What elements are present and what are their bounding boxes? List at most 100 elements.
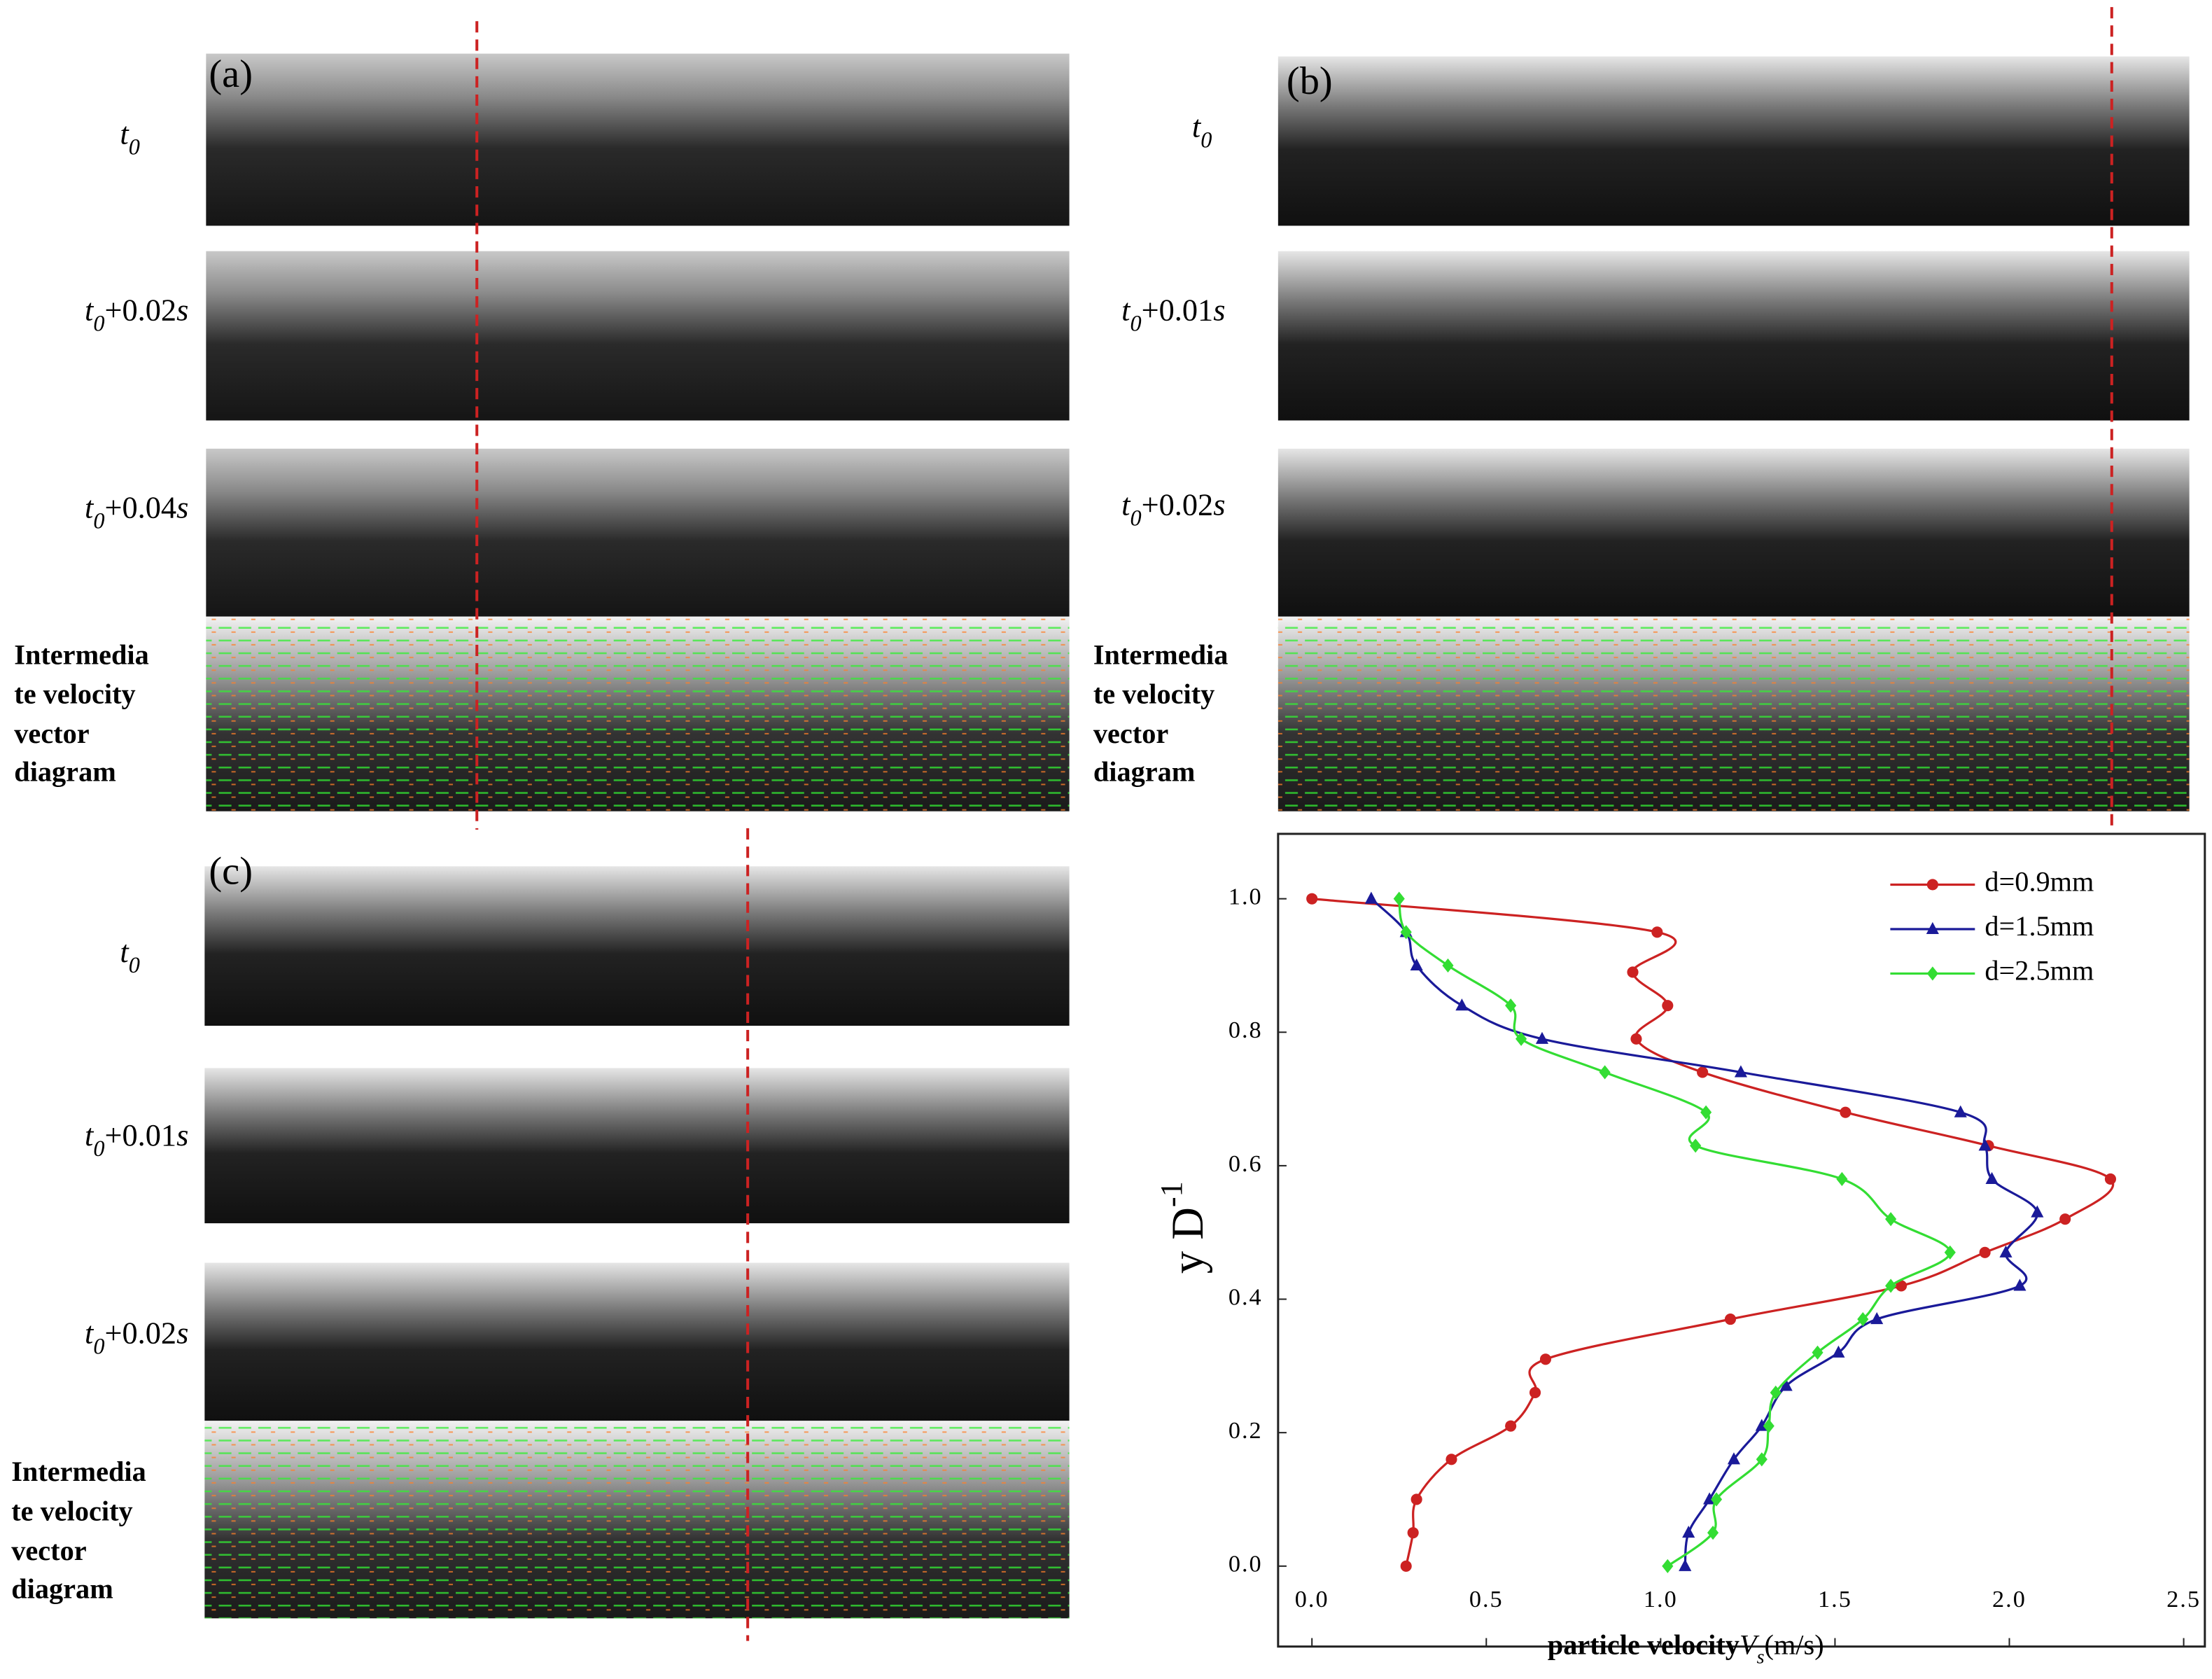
point bbox=[1812, 1345, 1823, 1360]
panel-label: (a) bbox=[209, 53, 253, 96]
time-label-part: 0 bbox=[93, 1334, 104, 1359]
time-label-part: +0.02 bbox=[1142, 487, 1214, 522]
point bbox=[1832, 1345, 1845, 1358]
point bbox=[1306, 893, 1318, 905]
point bbox=[1446, 1454, 1457, 1465]
photo bbox=[204, 1262, 1070, 1421]
series-line bbox=[1312, 898, 2115, 1567]
point bbox=[1710, 1492, 1723, 1507]
point bbox=[1455, 998, 1469, 1011]
point bbox=[1770, 1385, 1782, 1400]
point bbox=[1756, 1452, 1768, 1467]
point bbox=[1978, 1138, 1991, 1151]
time-label-part: t bbox=[120, 116, 130, 151]
time-label: t0+0.02s bbox=[1121, 487, 1225, 531]
photo bbox=[1278, 251, 2190, 421]
x-axis-label-part: s bbox=[1757, 1647, 1765, 1668]
photo bbox=[206, 53, 1070, 226]
point bbox=[1442, 958, 1454, 973]
point bbox=[1364, 891, 1378, 904]
vector-label: te velocity bbox=[14, 678, 135, 710]
point bbox=[2104, 1173, 2117, 1185]
point bbox=[1857, 1312, 1869, 1327]
time-label: t0+0.02s bbox=[85, 293, 188, 336]
vector-label: vector bbox=[11, 1535, 86, 1566]
time-label-part: 0 bbox=[129, 953, 140, 978]
point bbox=[1954, 1105, 1967, 1117]
x-axis-label-part: particle velocity bbox=[1548, 1629, 1740, 1661]
time-label-part: +0.04 bbox=[105, 490, 177, 525]
point bbox=[1627, 966, 1639, 978]
series-line bbox=[1370, 898, 2038, 1566]
point bbox=[1700, 1105, 1712, 1120]
time-label-part: s bbox=[176, 293, 188, 328]
point bbox=[1779, 1379, 1793, 1391]
point bbox=[1393, 891, 1405, 906]
legend-label: d=0.9mm bbox=[1984, 866, 2094, 898]
time-label-part: 0 bbox=[1200, 127, 1212, 153]
plot-frame bbox=[1277, 832, 2206, 1648]
x-tick-label: 2.5 bbox=[2166, 1586, 2201, 1612]
point bbox=[1707, 1526, 1719, 1540]
point bbox=[1999, 1245, 2012, 1257]
y-axis-label-part: -1 bbox=[1154, 1181, 1189, 1207]
point bbox=[1516, 1031, 1527, 1046]
point bbox=[1944, 1245, 1956, 1260]
panel-label: (b) bbox=[1287, 60, 1333, 103]
point bbox=[1662, 1000, 1674, 1012]
x-tick-label: 0.5 bbox=[1469, 1586, 1504, 1612]
time-label-part: t bbox=[85, 1315, 94, 1350]
point bbox=[1985, 1171, 1998, 1185]
vector-arrows bbox=[204, 1421, 1070, 1619]
vector-label: vector bbox=[1093, 718, 1168, 749]
time-label-part: t bbox=[1121, 487, 1131, 522]
time-label: t0 bbox=[120, 116, 139, 160]
point bbox=[1505, 998, 1517, 1013]
time-label-part: t bbox=[120, 934, 130, 969]
y-tick-label: 1.0 bbox=[1228, 883, 1263, 910]
x-axis-label-part: V bbox=[1740, 1629, 1760, 1661]
point bbox=[1724, 1314, 1737, 1325]
y-tick-label: 0.8 bbox=[1228, 1017, 1263, 1043]
point bbox=[1400, 925, 1412, 940]
point bbox=[1630, 1033, 1642, 1045]
y-axis-label-part: y D bbox=[1163, 1207, 1212, 1274]
point bbox=[1870, 1312, 1884, 1325]
photo bbox=[1278, 448, 2190, 617]
x-axis-label: particle velocityVs(m/s) bbox=[1548, 1629, 1824, 1668]
time-label-part: 0 bbox=[1130, 506, 1141, 531]
point bbox=[1885, 1212, 1897, 1227]
photo bbox=[206, 251, 1070, 421]
point bbox=[1727, 1452, 1741, 1465]
time-label-part: s bbox=[1213, 487, 1225, 522]
point bbox=[1682, 1526, 1695, 1538]
point bbox=[2031, 1205, 2044, 1218]
point bbox=[1734, 1065, 1747, 1078]
x-tick-label: 0.0 bbox=[1295, 1586, 1329, 1612]
point bbox=[2059, 1213, 2071, 1225]
point bbox=[1505, 1420, 1517, 1432]
point bbox=[1410, 958, 1423, 971]
vector-label: diagram bbox=[11, 1573, 113, 1604]
time-label: t0+0.01s bbox=[1121, 293, 1225, 336]
vector-label: te velocity bbox=[1093, 678, 1214, 710]
vector-label: vector bbox=[14, 718, 89, 749]
x-tick-label: 2.0 bbox=[1992, 1586, 2026, 1612]
vector-arrows bbox=[206, 616, 1070, 811]
x-axis-label-part: (m/s) bbox=[1765, 1629, 1824, 1661]
legend-label: d=1.5mm bbox=[1984, 910, 2094, 942]
vector-label: Intermedia bbox=[11, 1456, 146, 1487]
point bbox=[1979, 1246, 1991, 1258]
point bbox=[1885, 1279, 1897, 1293]
point bbox=[1400, 1560, 1412, 1572]
time-label-part: +0.02 bbox=[105, 293, 177, 328]
vector-label: diagram bbox=[1093, 756, 1196, 788]
time-label-part: 0 bbox=[93, 508, 104, 534]
point bbox=[1539, 1353, 1552, 1365]
panel-label: (c) bbox=[209, 849, 253, 893]
time-label-part: t bbox=[85, 293, 94, 328]
vector-label: diagram bbox=[14, 756, 116, 788]
point bbox=[1697, 1066, 1709, 1078]
legend-marker bbox=[1926, 879, 1938, 891]
point bbox=[1679, 1559, 1692, 1571]
